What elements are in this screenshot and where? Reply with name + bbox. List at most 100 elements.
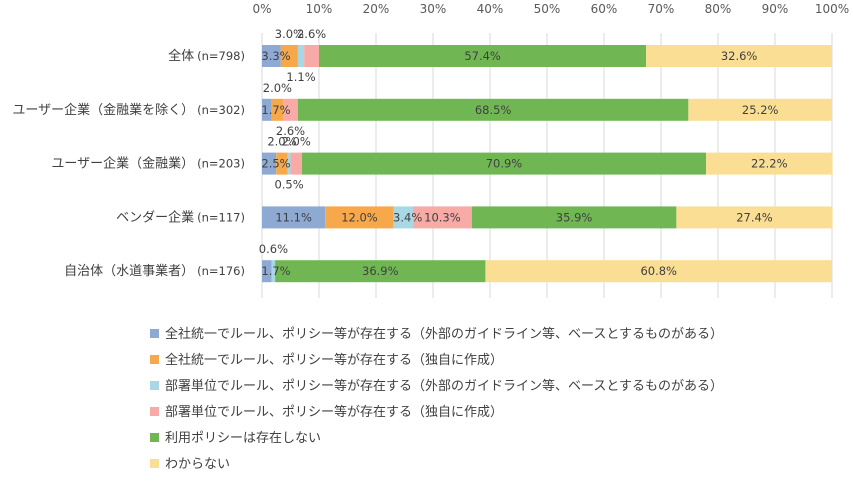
data-label: 0.6% [259, 242, 288, 256]
legend-item: わからない [150, 452, 723, 478]
bar-segment [287, 152, 291, 175]
x-tick-label: 90% [762, 2, 789, 16]
data-label: 1.1% [286, 70, 315, 84]
legend-swatch [150, 381, 159, 390]
bar-segment [319, 45, 647, 67]
bar-segment [275, 260, 486, 283]
bar-segment [276, 152, 288, 175]
bar-segment [646, 45, 832, 67]
data-label: 1.7% [261, 103, 290, 117]
bar-segment [325, 206, 394, 229]
bar-segment [676, 206, 833, 229]
data-label: 22.2% [751, 157, 788, 171]
legend-label: 部署単位でルール、ポリシー等が存在する（外部のガイドライン等、ベースとするものが… [165, 379, 723, 394]
x-tick-label: 20% [363, 2, 390, 16]
legend-item: 全社統一でルール、ポリシー等が存在する（外部のガイドライン等、ベースとするものが… [150, 322, 723, 348]
bar-segment [485, 260, 832, 283]
bar-segment [393, 206, 414, 229]
data-label: 27.4% [736, 210, 773, 224]
category-label: ユーザー企業（金融業を除く） (n=302) [12, 102, 245, 118]
legend-swatch [150, 433, 159, 442]
data-label: 2.6% [297, 27, 326, 41]
bar-segment [262, 152, 277, 175]
legend-swatch [150, 329, 159, 338]
x-tick-label: 50% [534, 2, 561, 16]
data-label: 3.0% [275, 27, 304, 41]
data-label: 60.8% [640, 264, 677, 278]
category-label: 全体 (n=798) [168, 48, 245, 64]
category-n: (n=176) [197, 264, 245, 278]
data-label: 2.0% [267, 135, 296, 149]
category-label: 自治体（水道事業者） (n=176) [64, 263, 245, 279]
bar-segment [706, 152, 833, 175]
data-label: 11.1% [275, 210, 312, 224]
category-labels: 全体 (n=798)ユーザー企業（金融業を除く） (n=302)ユーザー企業（金融業… [12, 48, 245, 279]
x-tick-label: 10% [306, 2, 333, 16]
category-label: ベンダー企業 (n=117) [116, 209, 245, 225]
bar-segment [271, 260, 276, 283]
stacked-bar-chart: 0% 10% 20% 30% 40% 50% 60% 70% 80% 90% 100% 全体 (n=7… [12, 2, 849, 298]
data-label: 3.4% [393, 210, 422, 224]
x-tick-label: 80% [705, 2, 732, 16]
data-label: 3.3% [261, 49, 290, 63]
data-label: 2.5% [261, 157, 290, 171]
data-label: 36.9% [362, 264, 399, 278]
category-name: ユーザー企業（金融業） [51, 156, 194, 172]
data-labels: 57.4% 32.6% 3.3% 3.0% 1.1% 2.6% 68.5% 25.2% 1.7%… [259, 27, 788, 278]
data-label: 2.0% [263, 81, 292, 95]
category-n: (n=302) [197, 103, 245, 117]
bar-segment [304, 45, 319, 67]
bar-segment [297, 45, 305, 67]
category-name: 全体 [168, 48, 194, 64]
data-label: 57.4% [464, 49, 501, 63]
x-tick-label: 0% [252, 2, 271, 16]
legend-label: 利用ポリシーは存在しない [165, 431, 322, 446]
category-name: 自治体（水道事業者） [64, 263, 194, 279]
legend-swatch [150, 407, 159, 416]
legend-swatch [150, 459, 159, 468]
data-label: 1.7% [261, 264, 290, 278]
category-n: (n=117) [197, 210, 245, 224]
bar-segment [283, 98, 298, 121]
category-name: ユーザー企業（金融業を除く） [12, 102, 194, 118]
bars [262, 45, 833, 283]
bar-segment [413, 206, 472, 229]
legend: 全社統一でルール、ポリシー等が存在する（外部のガイドライン等、ベースとするものが… [150, 322, 723, 478]
bar-segment [280, 45, 298, 67]
data-label: 25.2% [742, 103, 779, 117]
data-label: 10.3% [424, 210, 461, 224]
legend-label: 全社統一でルール、ポリシー等が存在する（独自に作成） [165, 353, 504, 368]
bar-segment [262, 45, 281, 67]
bar-segment [688, 98, 832, 121]
legend-label: 部署単位でルール、ポリシー等が存在する（独自に作成） [165, 405, 504, 420]
bar-segment [471, 206, 677, 229]
bar-segment [297, 98, 689, 121]
legend-item: 利用ポリシーは存在しない [150, 426, 723, 452]
data-label: 70.9% [486, 157, 523, 171]
legend-item: 部署単位でルール、ポリシー等が存在する（独自に作成） [150, 400, 723, 426]
data-label: 12.0% [341, 210, 378, 224]
category-n: (n=798) [197, 49, 245, 63]
data-label: 68.5% [475, 103, 512, 117]
x-axis-ticks: 0% 10% 20% 30% 40% 50% 60% 70% 80% 90% 100% [252, 2, 849, 16]
data-label: 32.6% [721, 49, 758, 63]
bar-segment [290, 152, 302, 175]
bar-segment [262, 260, 272, 283]
data-label: 2.0% [282, 135, 311, 149]
legend-item: 全社統一でルール、ポリシー等が存在する（独自に作成） [150, 348, 723, 374]
category-name: ベンダー企業 [116, 209, 194, 225]
legend-label: わからない [165, 457, 231, 472]
legend-item: 部署単位でルール、ポリシー等が存在する（外部のガイドライン等、ベースとするものが… [150, 374, 723, 400]
legend-label: 全社統一でルール、ポリシー等が存在する（外部のガイドライン等、ベースとするものが… [165, 327, 723, 342]
x-tick-label: 100% [815, 2, 849, 16]
x-tick-label: 40% [477, 2, 504, 16]
bar-segment [262, 206, 326, 229]
x-tick-label: 30% [420, 2, 447, 16]
bar-segment [262, 98, 272, 121]
category-label: ユーザー企業（金融業） (n=203) [51, 156, 245, 172]
bar-segment [301, 152, 707, 175]
legend-swatch [150, 355, 159, 364]
data-label: 2.6% [276, 124, 305, 138]
data-label: 35.9% [556, 210, 593, 224]
bar-segment [271, 98, 284, 121]
